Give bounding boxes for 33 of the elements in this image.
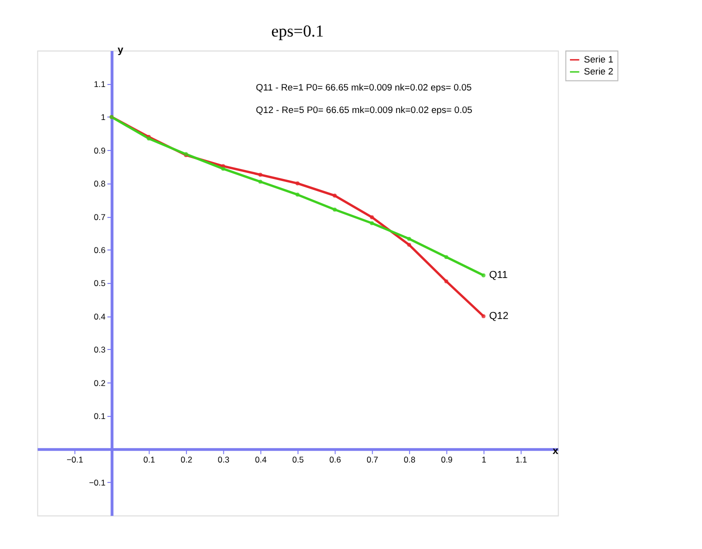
x-tick-label: 1.1 (515, 454, 528, 464)
y-tick-label: 0.9 (94, 145, 106, 156)
x-tick-label: 0.1 (143, 454, 156, 464)
chart-title: eps=0.1 (271, 22, 324, 41)
x-tick-label: 0.3 (218, 454, 230, 464)
legend-label: Serie 1 (584, 54, 614, 65)
x-axis-title: x (552, 446, 559, 458)
y-tick-label: 0.7 (94, 212, 106, 222)
x-tick-label: 0.9 (440, 454, 453, 464)
y-tick-label: 1.1 (94, 78, 106, 89)
annotation: Q11 - Re=1 P0= 66.65 mk=0.009 nk=0.02 eps= 0.05 (256, 82, 472, 93)
y-tick-label: 0.1 (94, 411, 106, 422)
x-tick-label: 0.6 (329, 454, 342, 464)
y-tick-label: 0.5 (94, 278, 106, 288)
x-tick-label: 0.2 (180, 454, 193, 464)
annotation: Q11 (489, 270, 508, 282)
x-tick-label: 0.7 (366, 454, 379, 464)
annotation: Q12 - Re=5 P0= 66.65 mk=0.009 nk=0.02 eps= 0.05 (256, 104, 472, 115)
y-axis-title: y (118, 44, 124, 56)
legend-label: Serie 2 (584, 66, 614, 77)
annotation: Q12 (489, 310, 509, 322)
y-tick-label: −0.1 (89, 477, 106, 488)
y-tick-label: 1 (100, 112, 106, 122)
y-tick-label: 0.2 (94, 378, 106, 388)
x-tick-label: 0.4 (254, 454, 267, 464)
x-tick-label: 0.5 (292, 454, 304, 464)
y-tick-label: 0.6 (94, 245, 106, 256)
x-tick-label: 0.8 (404, 454, 416, 464)
x-tick-label: −0.1 (66, 454, 84, 464)
x-tick-label: 1 (482, 454, 487, 464)
y-tick-label: 0.8 (94, 178, 106, 189)
y-tick-label: 0.4 (94, 311, 106, 322)
y-tick-label: 0.3 (94, 344, 106, 355)
